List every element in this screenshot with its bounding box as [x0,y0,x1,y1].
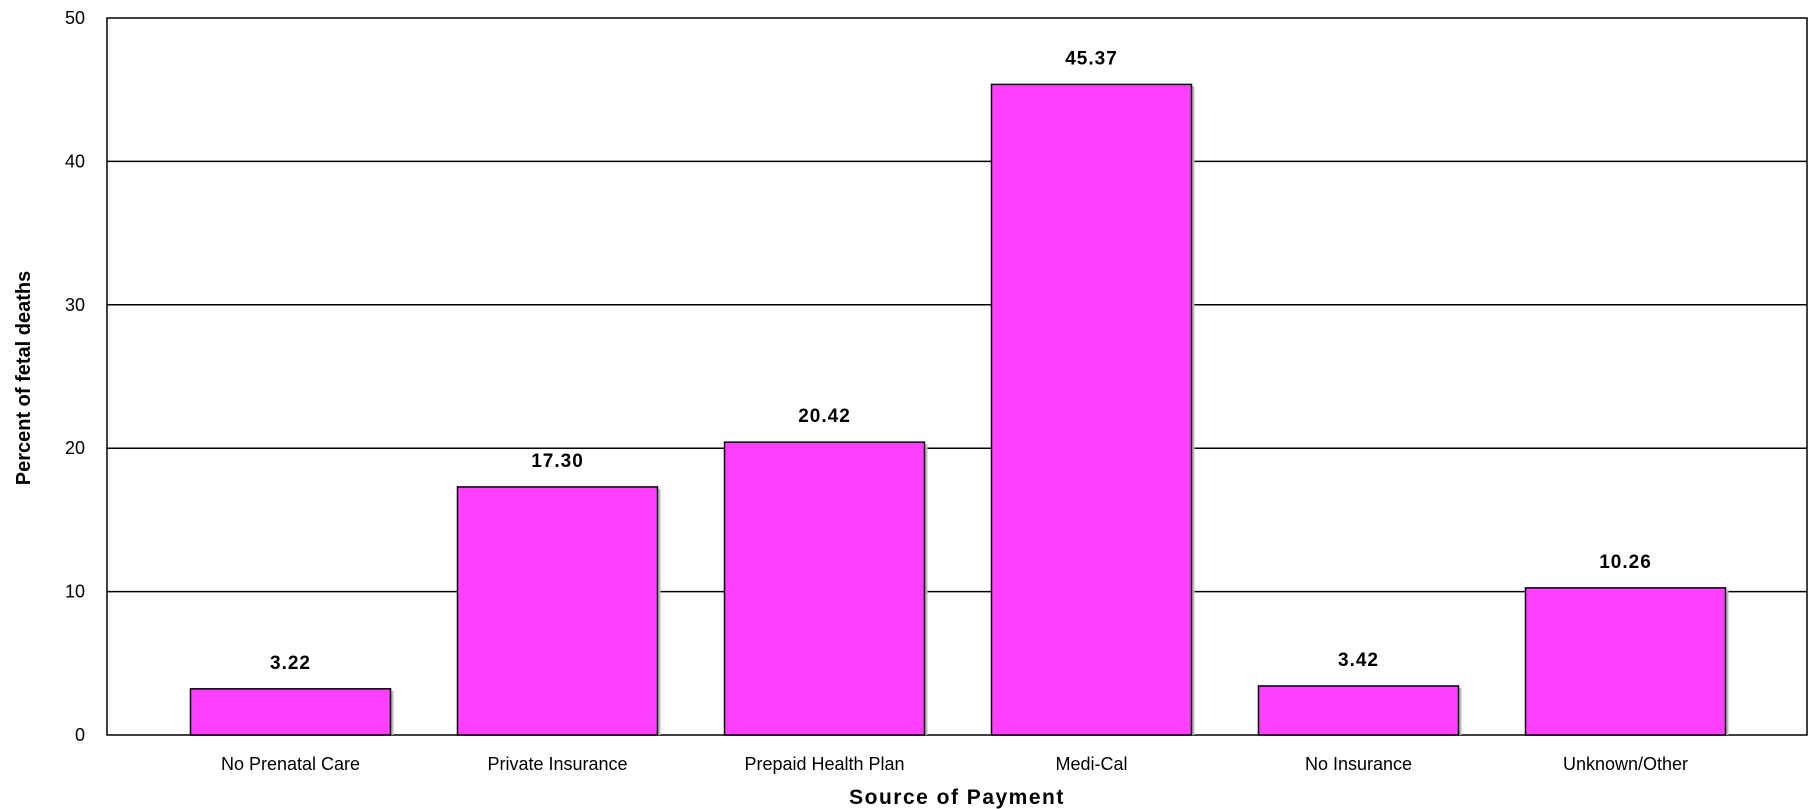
y-tick-label: 30 [65,295,85,315]
data-labels: 3.22 17.30 20.42 45.37 3.42 10.26 [270,48,1652,674]
bar-value-label: 45.37 [1065,48,1118,69]
bar-value-label: 3.22 [270,653,311,674]
y-tick-label: 0 [75,725,85,745]
y-tick-label: 50 [65,8,85,28]
bar-value-label: 17.30 [531,451,584,472]
y-axis-title: Percent of fetal deaths [13,271,35,486]
x-category-label: Medi-Cal [1055,754,1127,774]
bar-value-label: 10.26 [1599,552,1652,573]
bar [990,83,1193,736]
x-category-label: No Insurance [1305,754,1412,774]
gridlines [107,160,1807,593]
x-category-label: No Prenatal Care [221,754,360,774]
y-axis-ticks: 0 10 20 30 40 50 [65,8,85,745]
plot-area [106,17,1808,736]
y-tick-label: 10 [65,582,85,602]
y-tick-label: 20 [65,438,85,458]
category-labels: No Prenatal Care Private Insurance Prepaid… [221,754,1688,774]
x-category-label: Unknown/Other [1563,754,1688,774]
x-category-label: Prepaid Health Plan [744,754,904,774]
bar [1524,587,1727,736]
bar [456,486,659,736]
y-tick-label: 40 [65,151,85,171]
bar-value-label: 3.42 [1338,650,1379,671]
bar-value-label: 20.42 [798,406,851,427]
x-axis-title: Source of Payment [849,786,1065,809]
bar [723,441,926,736]
x-category-label: Private Insurance [487,754,627,774]
bar [1257,685,1460,736]
bars [189,83,1729,736]
bar [189,688,392,736]
